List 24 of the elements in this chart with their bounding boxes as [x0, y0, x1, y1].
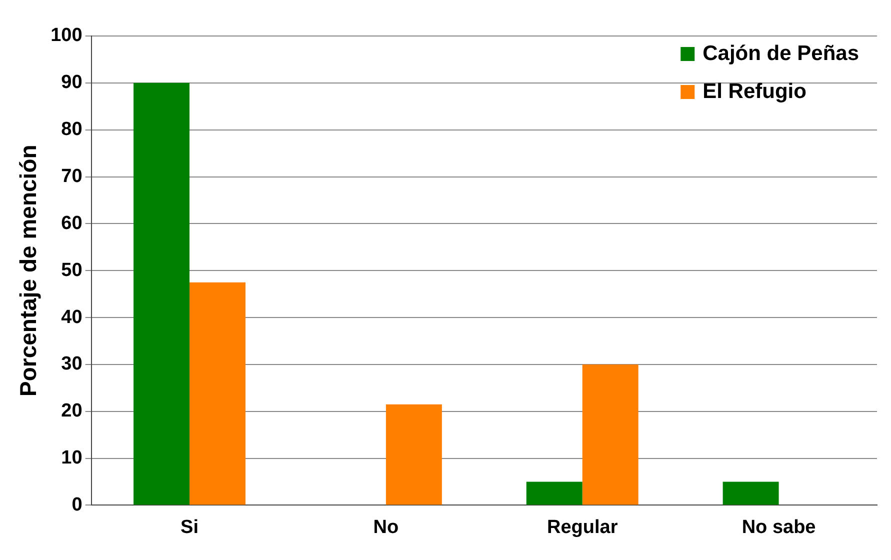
x-tick-label: Si	[180, 516, 198, 538]
y-tick-label: 0	[72, 494, 82, 516]
bar	[722, 482, 779, 505]
bar	[582, 364, 638, 505]
y-axis-title: Porcentaje de mención	[15, 144, 42, 397]
legend-label: El Refugio	[702, 80, 806, 103]
bar	[526, 482, 582, 505]
y-tick-label: 90	[61, 72, 82, 94]
x-tick-label: No sabe	[742, 516, 816, 538]
y-tick-label: 80	[61, 119, 82, 140]
x-tick-label: No	[373, 516, 399, 538]
bar	[134, 82, 190, 505]
y-tick-label: 60	[61, 212, 82, 234]
bar	[386, 404, 442, 505]
y-tick-label: 70	[61, 166, 82, 187]
y-tick-label: 10	[61, 448, 82, 469]
bar	[190, 282, 246, 505]
y-tick-label: 30	[61, 354, 82, 375]
y-tick-label: 50	[61, 260, 82, 281]
legend-label: Cajón de Peñas	[702, 42, 860, 65]
y-tick-label: 20	[61, 400, 82, 422]
x-tick-label: Regular	[546, 516, 618, 538]
y-tick-label: 40	[61, 306, 82, 328]
y-tick-label: 100	[50, 25, 82, 46]
